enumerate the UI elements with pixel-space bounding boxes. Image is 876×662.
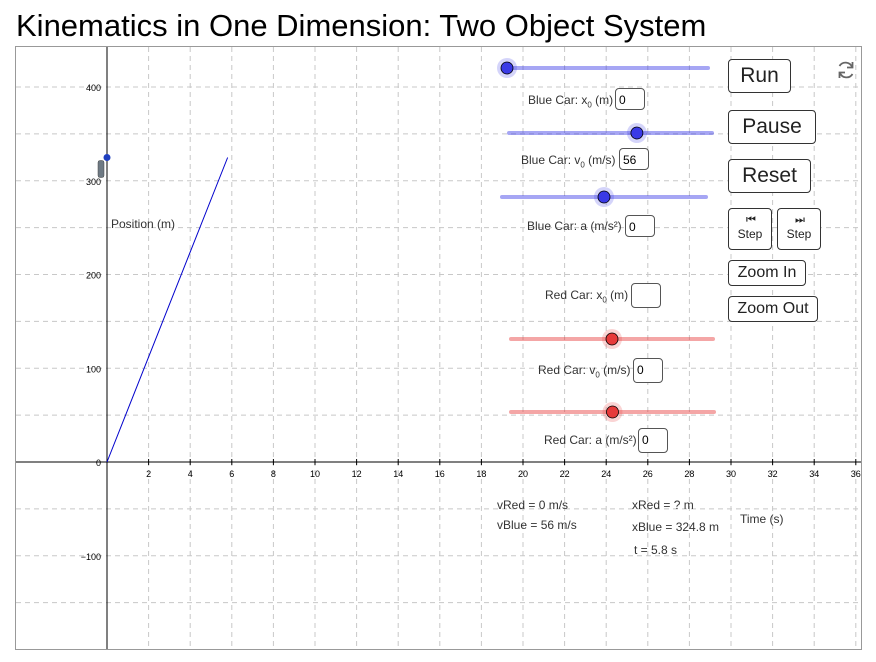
blue-a-input[interactable]: 0 <box>625 215 655 237</box>
applet-container[interactable]: 2 4 6 8 10 12 14 16 18 20 22 24 26 28 30 32 34 36 400 300 20… <box>15 46 862 650</box>
red-v0-input[interactable]: 0 <box>633 358 663 383</box>
x-tick-label: 20 <box>518 469 528 479</box>
blue-x0-slider-knob[interactable] <box>500 61 514 75</box>
step-back-label: Step <box>737 227 763 241</box>
run-button[interactable]: Run <box>728 59 791 93</box>
red-a-input[interactable]: 0 <box>638 428 668 453</box>
reset-button[interactable]: Reset <box>728 159 811 193</box>
x-tick-label: 18 <box>476 469 486 479</box>
vred-readout: vRed = 0 m/s <box>497 498 569 512</box>
x-tick-label: 2 <box>146 469 151 479</box>
blue-v0-input[interactable]: 56 <box>619 148 649 170</box>
x-tick-label: 24 <box>601 469 611 479</box>
time-readout: t = 5.8 s <box>634 543 678 557</box>
x-tick-label: 12 <box>352 469 362 479</box>
x-tick-label: 4 <box>188 469 193 479</box>
x-tick-label: 22 <box>560 469 570 479</box>
page-title: Kinematics in One Dimension: Two Object … <box>16 8 707 43</box>
x-tick-label: 10 <box>310 469 320 479</box>
position-series <box>97 154 229 463</box>
zoom-in-button[interactable]: Zoom In <box>728 260 806 286</box>
x-tick-label: 30 <box>726 469 736 479</box>
blue-x0-label: Blue Car: x0 (m) <box>528 93 614 110</box>
x-tick-label: 8 <box>271 469 276 479</box>
y-tick-label: 100 <box>86 364 101 374</box>
xblue-readout: xBlue = 324.8 m <box>632 520 720 534</box>
y-axis-label: Position (m) <box>111 217 176 231</box>
step-forward-label: Step <box>786 227 812 241</box>
red-v0-slider-knob[interactable] <box>605 332 619 346</box>
y-tick-label: 400 <box>86 83 101 93</box>
grid-lines <box>16 47 861 649</box>
red-a-slider[interactable] <box>509 402 716 422</box>
zoom-out-button[interactable]: Zoom Out <box>728 296 818 322</box>
graph-canvas[interactable]: 2 4 6 8 10 12 14 16 18 20 22 24 26 28 30 32 34 3640030020… <box>16 47 861 649</box>
x-tick-label: 34 <box>809 469 819 479</box>
step-back-icon: ⏮ <box>746 214 756 226</box>
y-tick-label: 300 <box>86 177 101 187</box>
pause-button[interactable]: Pause <box>728 110 816 144</box>
blue-v0-slider-knob[interactable] <box>630 126 644 140</box>
x-tick-label: 28 <box>684 469 694 479</box>
red-x0-label: Red Car: x0 (m) <box>545 288 629 305</box>
y-tick-label: 0 <box>96 458 101 468</box>
xred-readout: xRed = ? m <box>632 498 694 512</box>
position-line-blue <box>106 157 229 463</box>
red-x0-input[interactable] <box>631 283 661 308</box>
x-tick-label: 32 <box>768 469 778 479</box>
step-forward-icon: ⏭ <box>795 214 805 226</box>
x-tick-label: 26 <box>643 469 653 479</box>
sliders[interactable] <box>497 58 716 422</box>
x-tick-label: 36 <box>851 469 861 479</box>
blue-x0-slider[interactable] <box>497 58 710 78</box>
blue-v0-slider[interactable] <box>507 123 714 143</box>
x-tick-label: 14 <box>393 469 403 479</box>
step-forward-button[interactable]: ⏭ Step <box>777 208 821 250</box>
blue-x0-input[interactable]: 0 <box>615 88 645 110</box>
blue-a-label: Blue Car: a (m/s²) <box>527 219 622 233</box>
x-tick-label: 6 <box>229 469 234 479</box>
red-a-label: Red Car: a (m/s²) <box>544 433 637 447</box>
blue-a-slider-knob[interactable] <box>597 190 611 204</box>
x-axis-label: Time (s) <box>740 512 784 526</box>
red-v0-slider[interactable] <box>509 329 715 349</box>
blue-a-slider[interactable] <box>500 187 708 207</box>
axes <box>16 47 861 649</box>
refresh-icon[interactable] <box>835 59 857 81</box>
blue-v0-label: Blue Car: v0 (m/s) <box>521 153 616 170</box>
y-tick-label: −100 <box>81 552 101 562</box>
tick-labels: 2 4 6 8 10 12 14 16 18 20 22 24 26 28 30 32 34 3640030020… <box>81 83 861 562</box>
car-icon <box>97 160 105 178</box>
x-tick-label: 16 <box>435 469 445 479</box>
step-back-button[interactable]: ⏮ Step <box>728 208 772 250</box>
y-tick-label: 200 <box>86 271 101 281</box>
blue-position-point <box>103 154 111 161</box>
red-a-slider-knob[interactable] <box>606 405 619 419</box>
red-v0-label: Red Car: v0 (m/s) <box>538 363 631 380</box>
vblue-readout: vBlue = 56 m/s <box>497 518 577 532</box>
